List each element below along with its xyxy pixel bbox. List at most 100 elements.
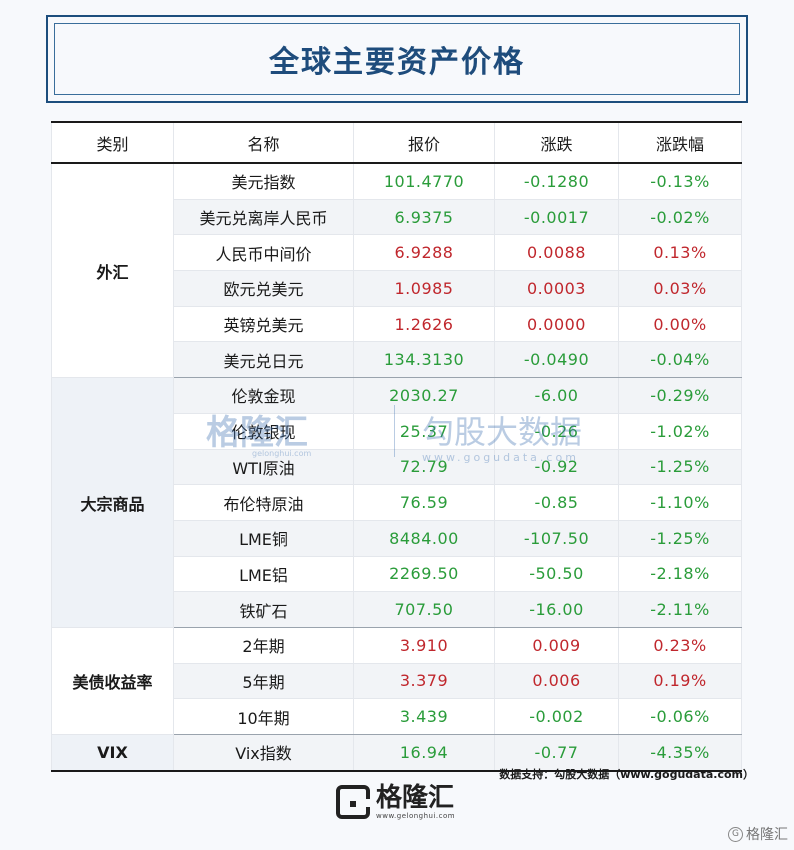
table-row: 英镑兑美元 1.2626 0.0000 0.00% (52, 305, 742, 343)
table-row: 大宗商品 伦敦金现 2030.27 -6.00 -0.29% (51, 377, 742, 628)
asset-name: LME铜 (173, 519, 354, 557)
asset-price: 25.37 (353, 412, 495, 450)
asset-name: 英镑兑美元 (173, 305, 354, 343)
asset-name: LME铝 (173, 555, 354, 593)
asset-name: 伦敦金现 (173, 377, 354, 414)
table-header-row: 类别 名称 报价 涨跌 涨跌幅 (51, 121, 742, 164)
logo-url: www.gelonghui.com (376, 812, 456, 820)
table-row: 美债收益率 2年期 3.910 0.009 0.23% (51, 626, 742, 736)
asset-change-pct: -2.18% (618, 555, 742, 593)
asset-name: 人民币中间价 (173, 234, 354, 272)
asset-price: 1.2626 (353, 305, 495, 343)
asset-price: 3.439 (353, 698, 495, 735)
asset-change: -107.50 (494, 519, 619, 557)
logo-ring-icon: G (728, 826, 743, 842)
asset-change-pct: 0.03% (618, 270, 742, 307)
corner-watermark-text: 格隆汇 (746, 827, 788, 843)
asset-change-pct: -1.25% (618, 519, 742, 557)
gelonghui-logo: 格隆汇 www.gelonghui.com (336, 780, 466, 824)
asset-price: 3.379 (353, 662, 495, 700)
asset-change: -0.77 (494, 733, 619, 772)
asset-name: 美元兑离岸人民币 (173, 198, 354, 236)
table-row: 5年期 3.379 0.006 0.19% (52, 662, 742, 700)
asset-change: -0.26 (494, 412, 619, 450)
asset-price: 2030.27 (353, 377, 495, 414)
asset-price: 3.910 (353, 626, 495, 664)
asset-price: 1.0985 (353, 270, 495, 307)
data-source-note: 数据支持：勾股大数据（www.gogudata.com） (499, 768, 754, 781)
asset-change-pct: -0.02% (618, 198, 742, 236)
header-change: 涨跌 (494, 121, 619, 164)
asset-name: 铁矿石 (173, 591, 354, 628)
asset-price: 8484.00 (353, 519, 495, 557)
asset-price-table: 类别 名称 报价 涨跌 涨跌幅 外汇 美元指数 101.4770 -0.1280… (51, 121, 742, 772)
asset-name: 伦敦银现 (173, 412, 354, 450)
asset-change: -0.0490 (494, 341, 619, 379)
asset-change-pct: -0.06% (618, 698, 742, 735)
table-row: LME铝 2269.50 -50.50 -2.18% (52, 555, 742, 593)
asset-change: 0.0000 (494, 305, 619, 343)
category-commodities: 大宗商品 (51, 377, 174, 628)
header-price: 报价 (353, 121, 495, 164)
asset-name: 2年期 (173, 626, 354, 664)
asset-name: 美元指数 (173, 162, 354, 200)
table-row: WTI原油 72.79 -0.92 -1.25% (52, 448, 742, 486)
page-title: 全球主要资产价格 (269, 45, 525, 80)
asset-change-pct: -0.29% (618, 377, 742, 414)
asset-price: 2269.50 (353, 555, 495, 593)
asset-change-pct: 0.19% (618, 662, 742, 700)
category-fx: 外汇 (51, 162, 174, 379)
asset-price: 16.94 (353, 733, 495, 772)
asset-change: 0.0003 (494, 270, 619, 307)
logo-g-icon (336, 785, 370, 819)
asset-price: 134.3130 (353, 341, 495, 379)
asset-change-pct: -1.10% (618, 484, 742, 521)
asset-change: 0.006 (494, 662, 619, 700)
table-row: 外汇 美元指数 101.4770 -0.1280 -0.13% (51, 162, 742, 379)
asset-change: -0.0017 (494, 198, 619, 236)
asset-name: 10年期 (173, 698, 354, 735)
asset-name: 5年期 (173, 662, 354, 700)
asset-change-pct: -0.04% (618, 341, 742, 379)
asset-change-pct: 0.00% (618, 305, 742, 343)
header-change-pct: 涨跌幅 (618, 121, 742, 164)
asset-name: WTI原油 (173, 448, 354, 486)
asset-change-pct: -2.11% (618, 591, 742, 628)
title-frame: 全球主要资产价格 (46, 15, 748, 103)
asset-name: 欧元兑美元 (173, 270, 354, 307)
asset-price: 76.59 (353, 484, 495, 521)
header-category: 类别 (51, 121, 174, 164)
table-row: 布伦特原油 76.59 -0.85 -1.10% (52, 484, 742, 521)
table-row: 10年期 3.439 -0.002 -0.06% (52, 698, 742, 735)
asset-name: 布伦特原油 (173, 484, 354, 521)
asset-price: 6.9288 (353, 234, 495, 272)
table-row: 伦敦银现 25.37 -0.26 -1.02% (52, 412, 742, 450)
asset-change: -6.00 (494, 377, 619, 414)
asset-price: 707.50 (353, 591, 495, 628)
asset-price: 101.4770 (353, 162, 495, 200)
asset-change: -0.1280 (494, 162, 619, 200)
table-row: 美元兑离岸人民币 6.9375 -0.0017 -0.02% (52, 198, 742, 236)
asset-change: -16.00 (494, 591, 619, 628)
asset-change: -0.85 (494, 484, 619, 521)
category-treasury-yield: 美债收益率 (51, 626, 174, 736)
table-row: 欧元兑美元 1.0985 0.0003 0.03% (52, 270, 742, 307)
asset-name: Vix指数 (173, 733, 354, 772)
asset-change: -0.92 (494, 448, 619, 486)
asset-change-pct: -1.02% (618, 412, 742, 450)
asset-price: 6.9375 (353, 198, 495, 236)
table-row: VIX Vix指数 16.94 -0.77 -4.35% (51, 733, 742, 772)
corner-watermark: G 格隆汇 (728, 824, 788, 844)
category-vix: VIX (51, 733, 174, 772)
asset-change: -0.002 (494, 698, 619, 735)
asset-change-pct: -1.25% (618, 448, 742, 486)
header-name: 名称 (173, 121, 354, 164)
table-row: LME铜 8484.00 -107.50 -1.25% (52, 519, 742, 557)
asset-change: 0.009 (494, 626, 619, 664)
asset-price: 72.79 (353, 448, 495, 486)
logo-name: 格隆汇 (376, 783, 455, 813)
asset-change-pct: 0.13% (618, 234, 742, 272)
asset-change-pct: -4.35% (618, 733, 742, 772)
asset-change: -50.50 (494, 555, 619, 593)
asset-change-pct: 0.23% (618, 626, 742, 664)
